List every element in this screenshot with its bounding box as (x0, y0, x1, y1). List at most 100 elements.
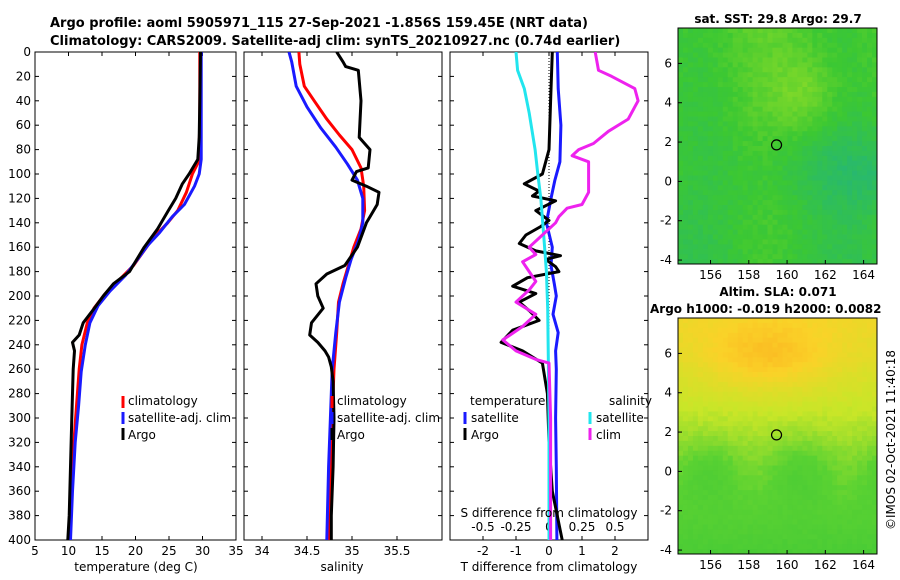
heatmap-cell (837, 490, 843, 496)
heatmap-cell (732, 32, 739, 39)
heatmap-cell (682, 150, 689, 157)
heatmap-cell (822, 460, 828, 466)
heatmap-cell (872, 82, 877, 88)
heatmap-cell (782, 170, 788, 176)
heatmap-cell (792, 57, 798, 63)
heatmap-cell (712, 509, 719, 516)
heatmap-cell (747, 239, 754, 245)
heatmap-cell (797, 77, 803, 83)
heatmap-cell (717, 406, 724, 412)
x-tick-label: 1 (578, 544, 586, 558)
heatmap-cell (782, 249, 788, 255)
heatmap-cell (857, 327, 863, 334)
heatmap-cell (847, 121, 853, 127)
heatmap-cell (717, 396, 724, 402)
heatmap-cell (797, 229, 803, 235)
heatmap-cell (812, 195, 818, 201)
heatmap-cell (777, 72, 783, 78)
heatmap-cell (812, 190, 818, 196)
heatmap-cell (867, 136, 873, 142)
heatmap-cell (722, 165, 729, 171)
heatmap-cell (812, 534, 818, 540)
heatmap-cell (717, 357, 724, 363)
heatmap-cell (777, 131, 783, 137)
heatmap-cell (797, 524, 803, 530)
heatmap-cell (692, 200, 699, 206)
heatmap-cell (862, 431, 868, 437)
heatmap-cell (857, 224, 863, 230)
heatmap-cell (692, 362, 699, 368)
heatmap-cell (757, 180, 763, 186)
heatmap-cell (872, 460, 877, 466)
heatmap-cell (852, 539, 858, 545)
heatmap-cell (787, 524, 793, 530)
heatmap-cell (842, 519, 848, 525)
heatmap-cell (742, 205, 749, 211)
heatmap-cell (722, 411, 729, 417)
heatmap-cell (752, 87, 759, 93)
heatmap-cell (857, 170, 863, 176)
heatmap-cell (812, 318, 818, 324)
heatmap-cell (727, 180, 734, 186)
heatmap-cell (687, 121, 694, 127)
heatmap-cell (837, 42, 843, 49)
heatmap-cell (847, 47, 853, 53)
heatmap-cell (792, 150, 798, 157)
heatmap-cell (797, 200, 803, 206)
heatmap-cell (697, 190, 704, 196)
heatmap-cell (707, 455, 714, 461)
heatmap-cell (702, 146, 709, 152)
heatmap-cell (812, 106, 818, 112)
heatmap-cell (812, 386, 818, 393)
heatmap-cell (757, 544, 763, 550)
heatmap-cell (717, 244, 724, 250)
heatmap-cell (822, 141, 828, 147)
heatmap-cell (817, 499, 823, 506)
heatmap-cell (872, 185, 877, 191)
heatmap-cell (832, 214, 838, 221)
heatmap-cell (857, 214, 863, 221)
difference-xlabel: T difference from climatology (460, 560, 638, 574)
heatmap-cell (777, 504, 783, 511)
heatmap-cell (747, 534, 754, 540)
heatmap-cell (827, 136, 833, 142)
heatmap-cell (752, 495, 759, 501)
heatmap-cell (822, 327, 828, 334)
heatmap-cell (807, 455, 813, 461)
heatmap-cell (737, 254, 744, 260)
heatmap-cell (817, 57, 823, 63)
heatmap-cell (802, 190, 808, 196)
heatmap-cell (717, 431, 724, 437)
heatmap-cell (832, 116, 838, 122)
heatmap-cell (747, 475, 754, 481)
heatmap-cell (707, 381, 714, 388)
heatmap-cell (747, 146, 754, 152)
heatmap-cell (682, 539, 689, 545)
difference-panel: -2 -1 0 1 2 -0.5 -0.25 0 0.25 0.5 T difference f… (449, 51, 652, 574)
heatmap-cell (867, 411, 873, 417)
heatmap-cell (872, 509, 877, 516)
heatmap-cell (702, 195, 709, 201)
heatmap-cell (777, 490, 783, 496)
heatmap-cell (837, 249, 843, 255)
heatmap-cell (837, 72, 843, 78)
heatmap-cell (747, 259, 754, 264)
heatmap-cell (857, 200, 863, 206)
heatmap-cell (827, 529, 833, 535)
heatmap-cell (707, 347, 714, 353)
legend-title-salinity: salinity (609, 394, 652, 408)
heatmap-cell (807, 82, 813, 88)
heatmap-cell (772, 490, 778, 496)
heatmap-cell (742, 111, 749, 117)
heatmap-cell (732, 352, 739, 358)
heatmap-cell (787, 254, 793, 260)
y-tick-label: 340 (8, 460, 31, 474)
heatmap-cell (762, 67, 768, 73)
heatmap-cell (702, 534, 709, 540)
heatmap-cell (787, 514, 793, 520)
heatmap-cell (717, 337, 724, 343)
heatmap-cell (702, 175, 709, 181)
heatmap-cell (707, 426, 714, 432)
heatmap-cell (757, 214, 763, 221)
heatmap-cell (867, 190, 873, 196)
